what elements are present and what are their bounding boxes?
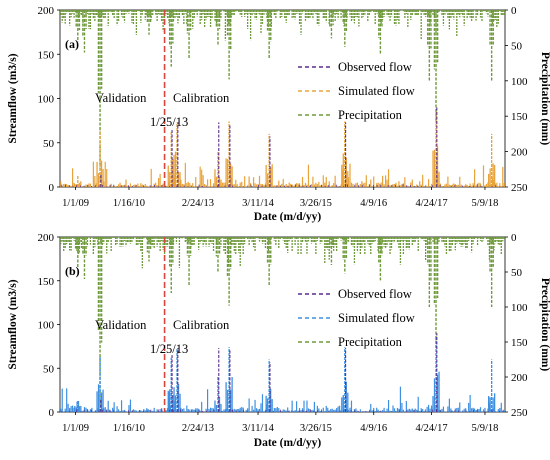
y2-tick-label: 50 [511,40,523,52]
y-axis-label: Streamflow (m3/s) [7,53,19,143]
calibration-label: Calibration [173,91,230,105]
validation-label: Validation [95,91,147,105]
y2-tick-label: 250 [511,182,528,194]
x-tick-label: 3/26/15 [300,198,332,209]
y-tick-label: 0 [49,407,55,419]
y2-tick-label: 50 [511,267,523,279]
x-tick-label: 1/1/09 [62,423,89,434]
x-tick-label: 4/9/16 [360,198,387,209]
y2-axis-label: Precipitation (mm) [539,278,550,372]
x-tick-label: 4/24/17 [416,198,448,209]
y-tick-label: 0 [49,182,55,194]
validation-label: Validation [95,318,147,332]
y2-tick-label: 200 [511,147,528,159]
x-axis-label: Date (m/d/yy) [254,211,322,223]
precipitation-series [60,237,505,405]
split-date-label: 1/25/13 [150,342,188,356]
y2-tick-label: 0 [511,232,517,244]
observed-flow-series [61,333,504,412]
y-tick-label: 50 [43,363,55,375]
chart-panel-a: 0 50 100 150 200 250 200 150 100 50 0 1/1/09 1/16/10… [7,5,550,223]
y2-tick-label: 250 [511,407,528,419]
y-tick-label: 50 [43,138,55,150]
legend-entry: Observed flow [338,287,412,301]
simulated-flow-series [60,336,505,412]
panel-label: (b) [65,264,80,278]
legend-entry: Simulated flow [338,84,415,98]
x-tick-label: 2/24/13 [182,198,214,209]
x-tick-label: 5/9/18 [472,423,499,434]
x-tick-label: 3/11/14 [242,423,274,434]
legend-entry: Simulated flow [338,311,415,325]
y2-tick-label: 100 [511,302,528,314]
calibration-label: Calibration [173,318,230,332]
split-date-label: 1/25/13 [150,115,188,129]
x-tick-label: 5/9/18 [472,198,499,209]
y2-tick-label: 150 [511,337,528,349]
y-tick-label: 100 [38,94,55,106]
y-tick-label: 100 [38,320,55,332]
legend: Observed flow Simulated flow Precipitation [298,60,415,122]
x-tick-label: 4/9/16 [360,423,387,434]
observed-flow-series [61,107,504,187]
x-tick-label: 3/11/14 [242,198,274,209]
y2-tick-label: 100 [511,76,528,88]
x-tick-label: 3/26/15 [300,423,332,434]
y2-tick-label: 200 [511,372,528,384]
y-tick-label: 150 [38,276,55,288]
y2-axis-label: Precipitation (mm) [539,52,550,146]
legend-entry: Precipitation [338,335,403,349]
legend: Observed flow Simulated flow Precipitation [298,287,415,349]
y2-tick-label: 150 [511,111,528,123]
y-tick-label: 200 [38,5,55,17]
x-tick-label: 2/24/13 [182,423,214,434]
panel-label: (a) [65,37,79,51]
x-tick-label: 4/24/17 [416,423,448,434]
chart-panel-b: 0 50 100 150 200 250 200 150 100 50 0 1/1/09 1/16/10… [7,232,550,449]
y-tick-label: 200 [38,232,55,244]
legend-entry: Precipitation [338,108,403,122]
x-tick-label: 1/16/10 [113,198,145,209]
legend-entry: Observed flow [338,60,412,74]
x-axis-label: Date (m/d/yy) [254,437,322,449]
x-tick-label: 1/1/09 [62,198,89,209]
y-axis-label: Streamflow (m3/s) [7,279,19,369]
y-tick-label: 150 [38,49,55,61]
x-tick-label: 1/16/10 [113,423,145,434]
precipitation-series [60,10,505,180]
y2-tick-label: 0 [511,5,517,17]
